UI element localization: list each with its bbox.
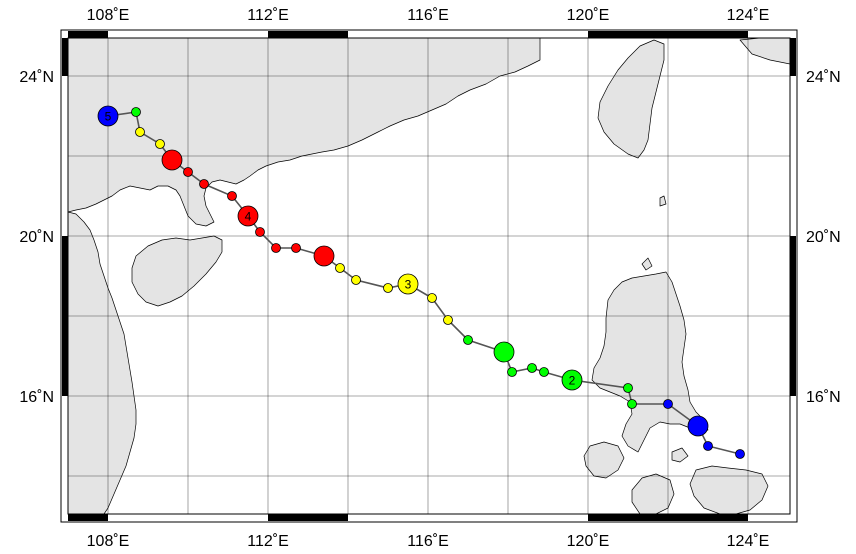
track-point (703, 441, 713, 451)
land-taiwan (597, 39, 665, 159)
right-lat-label: 20˚N (806, 229, 841, 246)
top-lon-label: 108˚E (87, 7, 130, 24)
track-point (539, 367, 549, 377)
bottom-lon-label: 124˚E (727, 533, 770, 550)
track-point (255, 227, 265, 237)
track-point (663, 399, 673, 409)
track-point (383, 283, 393, 293)
top-lon-label: 124˚E (727, 7, 770, 24)
land-south-china (68, 38, 541, 227)
track-point (135, 127, 145, 137)
top-lon-label: 116˚E (407, 7, 449, 24)
land-islet (671, 447, 689, 463)
track-point (687, 415, 709, 437)
track-point (463, 335, 473, 345)
track-point (443, 315, 453, 325)
track-point (335, 263, 345, 273)
land-western-visayas (631, 473, 675, 514)
track-point (227, 191, 237, 201)
track-point-label: 2 (569, 374, 576, 388)
land-eastern-visayas (689, 465, 769, 514)
track-point (527, 363, 537, 373)
land-hainan (131, 235, 223, 307)
track-point (199, 179, 209, 189)
axis-labels: 108˚E 112˚E 116˚E 120˚E 124˚E 108˚E 112˚… (19, 7, 840, 550)
land-vietnam (68, 211, 137, 514)
track-point (493, 341, 515, 363)
top-lon-label: 112˚E (247, 7, 289, 24)
track-point-label: 3 (405, 278, 412, 292)
top-lon-label: 120˚E (567, 7, 610, 24)
bottom-lon-label: 112˚E (247, 533, 289, 550)
track-point-label: 5 (105, 110, 112, 124)
bottom-lon-label: 108˚E (87, 533, 130, 550)
typhoon-track: 2 3 4 5 (97, 105, 745, 459)
track-point (623, 383, 633, 393)
track-point (735, 449, 745, 459)
track-point (427, 293, 437, 303)
track-point (155, 139, 165, 149)
track-point (627, 399, 637, 409)
right-lat-label: 16˚N (806, 389, 841, 406)
track-point-label: 4 (245, 210, 252, 224)
track-point (183, 167, 193, 177)
track-point (271, 243, 281, 253)
land-masses (68, 38, 790, 514)
bottom-lon-label: 120˚E (567, 533, 610, 550)
track-point (351, 275, 361, 285)
track-point (313, 245, 335, 267)
frame-bars (62, 31, 796, 521)
plot-border (67, 37, 791, 515)
land-islet (641, 257, 653, 271)
left-lat-label: 24˚N (19, 69, 54, 86)
graticule (68, 38, 790, 514)
land-mindoro (583, 441, 625, 479)
track-point (397, 273, 419, 295)
track-point (291, 243, 301, 253)
track-point (161, 149, 183, 171)
track-point (131, 107, 141, 117)
track-point (97, 105, 119, 127)
track-point (561, 369, 583, 391)
land-islet (739, 38, 790, 65)
left-lat-label: 20˚N (19, 229, 54, 246)
track-point (237, 205, 259, 227)
right-lat-label: 24˚N (806, 69, 841, 86)
bottom-lon-label: 116˚E (407, 533, 449, 550)
land-islet (659, 195, 667, 207)
track-point (507, 367, 517, 377)
left-lat-label: 16˚N (19, 389, 54, 406)
